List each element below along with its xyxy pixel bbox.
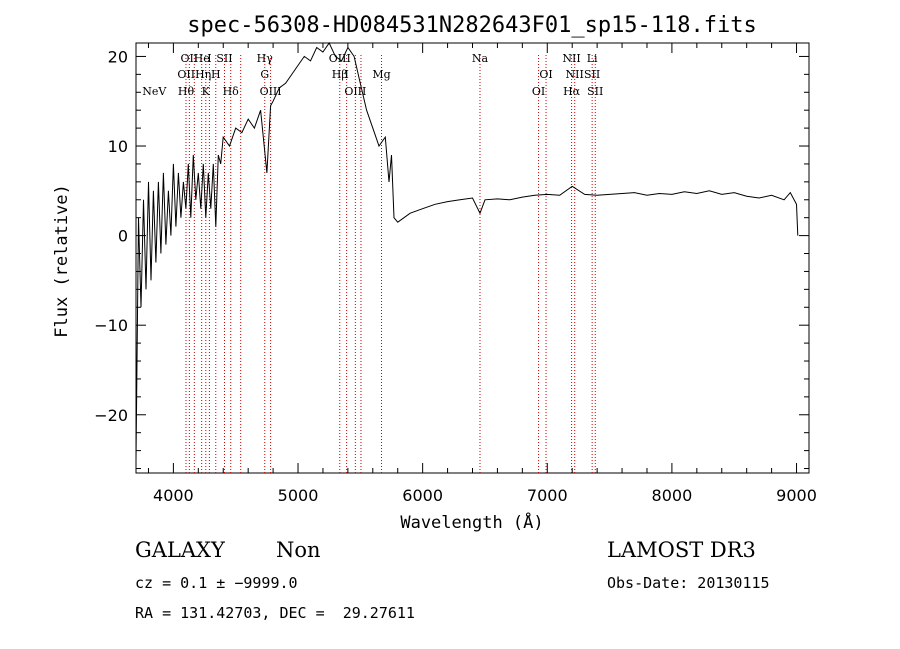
object-class: GALAXY — [135, 538, 225, 562]
y-tick-label: 20 — [108, 47, 128, 66]
emission-line-label: He — [194, 52, 210, 65]
emission-line-label: NeV — [142, 85, 167, 98]
emission-line-label: Na — [472, 52, 489, 65]
emission-line-labels: HθOIIOIIHηHeKIHSIIHδNeVHγGOIIIOIIIHβIOII… — [142, 52, 603, 98]
emission-line-label: K — [202, 85, 211, 98]
object-subclass: Non — [276, 538, 321, 562]
y-tick-label: 0 — [118, 227, 128, 246]
emission-line-label: Hθ — [178, 85, 195, 98]
emission-line-label: SII — [216, 52, 232, 65]
coordinates-readout: RA = 131.42703, DEC = 29.27611 — [135, 604, 415, 622]
emission-line-label: OI — [539, 68, 552, 81]
emission-line-label: OIII — [344, 85, 366, 98]
emission-line-label: G — [260, 68, 269, 81]
x-axis-label: Wavelength (Å) — [400, 511, 543, 533]
spectrum-line — [135, 42, 799, 460]
emission-line-label: OIIHη — [177, 68, 211, 81]
y-tick-label: −20 — [94, 406, 128, 425]
redshift-readout: cz = 0.1 ± −9999.0 — [135, 574, 298, 592]
emission-line-label: H — [211, 68, 221, 81]
plot-frame — [135, 42, 810, 474]
emission-line-label: NII — [562, 52, 580, 65]
observation-date: Obs-Date: 20130115 — [607, 574, 770, 592]
x-tick-label: 8000 — [652, 486, 693, 505]
emission-line-label: Hδ — [223, 85, 240, 98]
x-tick-label: 6000 — [402, 486, 443, 505]
emission-line-label: NII — [566, 68, 584, 81]
emission-line-label: SII — [584, 68, 600, 81]
chart-title: spec-56308-HD084531N282643F01_sp15-118.f… — [187, 13, 757, 38]
emission-line-label: I — [344, 68, 348, 81]
y-axis-label: Flux (relative) — [52, 184, 72, 338]
x-tick-label: 7000 — [527, 486, 568, 505]
emission-line-label: Hγ — [257, 52, 274, 65]
y-tick-label: 10 — [108, 137, 128, 156]
x-tick-label: 9000 — [776, 486, 817, 505]
emission-line-label: Hβ — [332, 68, 348, 81]
y-axis-ticks: −20 −10 0 10 20 — [94, 47, 809, 470]
x-tick-label: 4000 — [153, 486, 194, 505]
emission-line-label: OIII — [260, 85, 282, 98]
emission-line-label: SII — [587, 85, 603, 98]
emission-line-label: Mg — [372, 68, 390, 81]
emission-line-label: I — [207, 52, 211, 65]
emission-line-label: OI — [532, 85, 545, 98]
survey-name: LAMOST DR3 — [607, 538, 756, 562]
emission-line-label: OIII — [329, 52, 351, 65]
emission-line-label: Hα — [563, 85, 581, 98]
x-tick-label: 5000 — [278, 486, 319, 505]
emission-line-label: OII — [180, 52, 198, 65]
y-tick-label: −10 — [94, 316, 128, 335]
x-axis-ticks: 4000 5000 6000 7000 8000 9000 — [147, 43, 817, 505]
emission-line-label: Li — [587, 52, 598, 65]
emission-line-markers — [185, 55, 596, 473]
